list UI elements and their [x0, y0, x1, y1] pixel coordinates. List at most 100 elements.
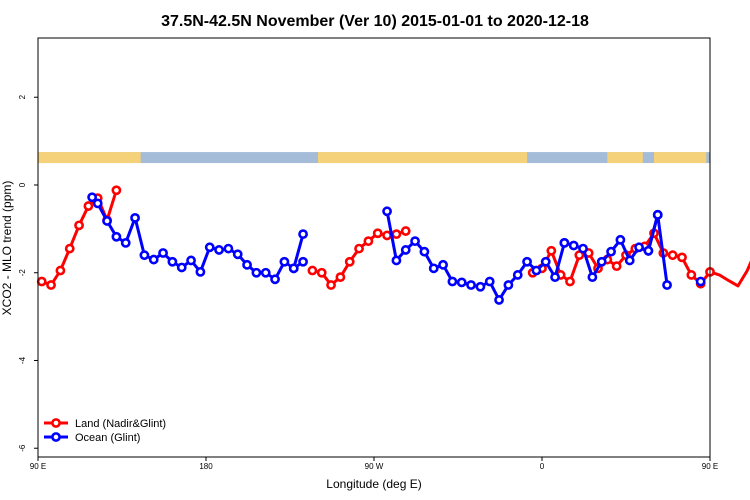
- data-point: [391, 229, 402, 240]
- series-layer: [36, 185, 750, 305]
- data-point: [410, 236, 420, 247]
- data-point: [546, 245, 557, 256]
- data-point: [419, 246, 430, 257]
- data-point: [565, 276, 575, 287]
- x-axis: 90 E 180 90 W 0 90 E: [30, 457, 718, 471]
- y-tick-label: 2: [18, 94, 27, 99]
- data-point: [652, 209, 663, 220]
- data-point: [298, 229, 308, 240]
- data-point: [540, 256, 551, 267]
- y-tick-label: -4: [18, 356, 27, 364]
- data-point: [307, 265, 318, 276]
- landmask-land: [607, 152, 643, 164]
- data-point: [587, 272, 598, 283]
- chart-title: 37.5N-42.5N November (Ver 10) 2015-01-01…: [161, 13, 589, 30]
- data-point: [667, 250, 678, 261]
- x-tick-label: 90 E: [30, 462, 46, 471]
- data-point: [522, 256, 532, 267]
- data-point: [503, 280, 514, 290]
- data-point: [512, 270, 523, 280]
- data-point: [111, 231, 122, 242]
- y-axis-label: XCO2 - MLO trend (ppm): [0, 181, 14, 316]
- data-point: [615, 234, 626, 245]
- data-point: [36, 276, 47, 287]
- data-point: [372, 228, 383, 239]
- data-point: [186, 255, 196, 266]
- landmask-land: [318, 152, 528, 164]
- data-point: [456, 277, 467, 288]
- data-point: [686, 270, 697, 280]
- data-point: [288, 263, 299, 274]
- data-point: [400, 245, 411, 255]
- data-point: [270, 274, 280, 285]
- series-line: [532, 231, 750, 288]
- legend-entry-label: Land (Nadir&Glint): [75, 418, 166, 430]
- data-point: [578, 243, 588, 254]
- data-point: [102, 216, 112, 226]
- landmask-land: [654, 152, 707, 164]
- landmask-land: [38, 152, 141, 164]
- data-point: [92, 198, 103, 209]
- data-point: [251, 267, 262, 278]
- data-point: [83, 201, 94, 211]
- y-tick-label: -2: [18, 269, 27, 277]
- data-point: [214, 245, 224, 255]
- data-point: [176, 262, 187, 273]
- data-point: [260, 267, 271, 278]
- data-point: [447, 276, 458, 287]
- legend-swatch-marker: [51, 418, 61, 428]
- data-point: [148, 254, 159, 265]
- y-axis: 2 0 -2 -4 -6: [18, 94, 38, 452]
- series-line: [292, 233, 305, 269]
- data-point: [64, 243, 75, 254]
- data-point: [74, 220, 84, 231]
- data-point: [624, 255, 635, 266]
- data-point: [242, 259, 252, 270]
- data-point: [130, 212, 140, 223]
- x-tick-label: 180: [199, 462, 213, 471]
- data-point: [298, 256, 308, 267]
- data-point: [634, 242, 644, 253]
- x-tick-label: 90 W: [365, 462, 384, 471]
- legend-swatch-marker: [51, 432, 61, 442]
- data-point: [428, 263, 439, 274]
- x-tick-label: 90 E: [702, 462, 718, 471]
- x-tick-label: 0: [540, 462, 545, 471]
- y-tick-label: -6: [18, 444, 27, 452]
- data-point: [139, 250, 150, 261]
- data-point: [55, 265, 66, 276]
- data-point: [354, 243, 364, 254]
- data-point: [46, 280, 56, 290]
- series-line: [90, 196, 304, 281]
- data-point: [167, 256, 178, 267]
- data-point: [596, 256, 607, 267]
- landmask-strip: [38, 152, 710, 164]
- x-axis-label: Longitude (deg E): [326, 477, 421, 491]
- data-point: [568, 240, 579, 251]
- data-point: [400, 226, 411, 236]
- data-point: [559, 237, 570, 248]
- data-point: [232, 249, 243, 260]
- series-line: [41, 189, 118, 287]
- data-point: [438, 259, 448, 270]
- data-point: [120, 237, 131, 248]
- data-point: [606, 246, 616, 257]
- data-point: [158, 248, 168, 258]
- data-point: [344, 256, 355, 267]
- data-point: [475, 281, 486, 292]
- data-point: [611, 261, 622, 272]
- data-point: [643, 245, 654, 256]
- data-point: [223, 243, 234, 254]
- data-point: [363, 236, 374, 247]
- legend-entry-label: Ocean (Glint): [75, 432, 140, 444]
- y-tick-label: 0: [18, 182, 27, 187]
- data-point: [391, 255, 402, 266]
- data-point: [204, 242, 215, 253]
- data-point: [466, 280, 476, 290]
- data-point: [111, 185, 122, 196]
- legend: Land (Nadir&Glint) Ocean (Glint): [44, 418, 166, 444]
- data-point: [677, 252, 687, 263]
- data-point: [335, 272, 346, 283]
- data-point: [494, 295, 504, 305]
